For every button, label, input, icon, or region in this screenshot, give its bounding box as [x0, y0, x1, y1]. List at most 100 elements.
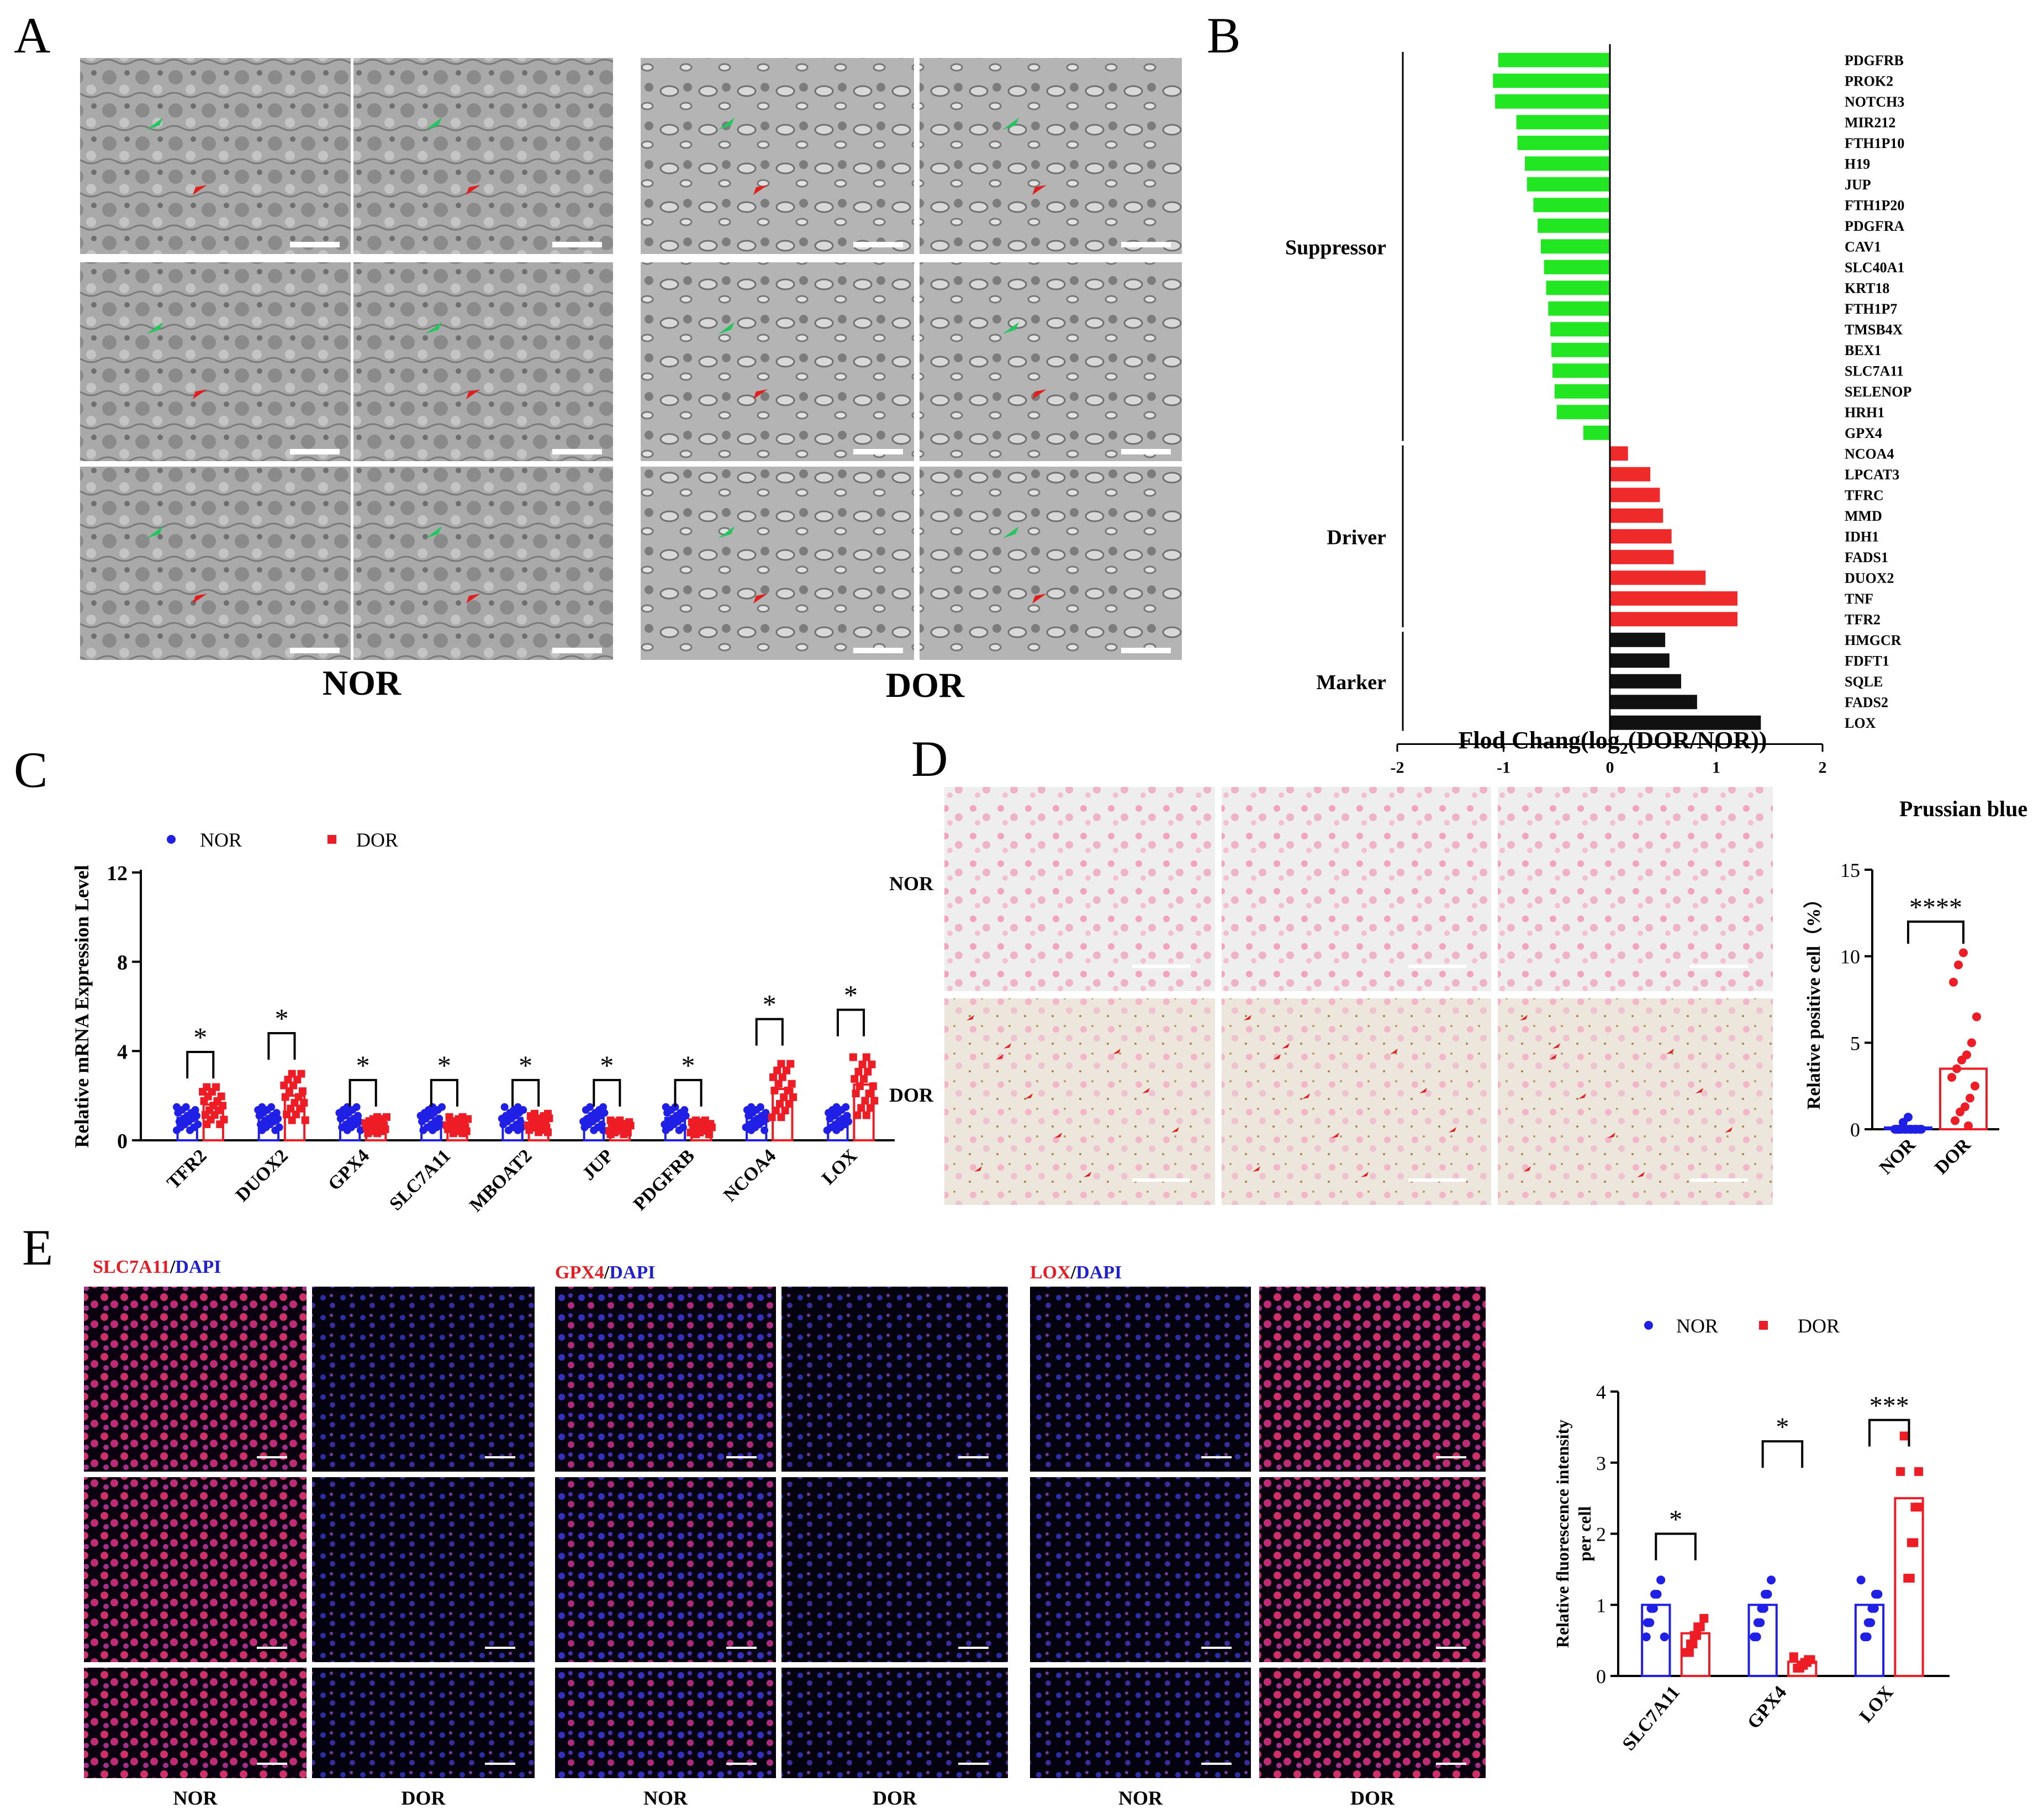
positive-cell-arrow — [1244, 1015, 1251, 1020]
scale-bar — [853, 242, 903, 247]
legend-marker-dor — [1759, 1321, 1768, 1330]
positive-cell-arrow — [1025, 1093, 1033, 1099]
x-tick-label: LOX — [1856, 1682, 1898, 1727]
x-tick-label: LOX — [818, 1145, 862, 1189]
mitochondria-arrow — [718, 118, 735, 130]
significance-bracket — [1761, 1440, 1804, 1468]
scale-bar — [1436, 1647, 1466, 1649]
fold-change-bar — [1556, 405, 1610, 420]
if-column-label: NOR — [1118, 1787, 1163, 1809]
data-point — [865, 1090, 873, 1098]
data-point — [1961, 1102, 1969, 1112]
tem-micrograph — [80, 262, 351, 461]
data-point — [438, 1103, 446, 1111]
data-point — [624, 1128, 632, 1136]
mitochondria-arrow — [425, 322, 442, 334]
data-point — [705, 1130, 714, 1139]
prussian-blue-image — [1222, 787, 1491, 991]
data-point — [832, 1103, 841, 1111]
panel-d-row-label-dor: DOR — [889, 1084, 934, 1106]
fold-change-bar — [1610, 632, 1666, 647]
positive-cell-arrow — [1273, 1054, 1281, 1060]
scale-bar — [853, 648, 903, 653]
data-point — [292, 1110, 300, 1119]
y-tick-label: 12 — [107, 862, 128, 885]
tem-micrograph — [920, 262, 1182, 461]
if-micrograph — [1030, 1668, 1251, 1778]
scale-bar — [1132, 965, 1190, 968]
scale-bar — [257, 1763, 287, 1765]
group-label: Marker — [1316, 671, 1386, 694]
data-point — [283, 1110, 291, 1119]
fold-change-bar — [1551, 342, 1610, 357]
scale-bar — [1436, 1763, 1466, 1765]
data-point — [1914, 1467, 1924, 1476]
gene-label: TFR2 — [1845, 611, 1881, 627]
if-column-label: NOR — [643, 1787, 688, 1809]
data-point — [1642, 1618, 1652, 1627]
if-micrograph — [84, 1287, 307, 1472]
gene-label: SQLE — [1845, 674, 1883, 690]
data-point — [1860, 1632, 1869, 1642]
positive-cell-arrow — [1084, 1172, 1091, 1177]
scale-bar — [257, 1647, 287, 1649]
scale-bar — [552, 449, 602, 454]
tem-micrograph — [920, 58, 1182, 254]
data-point — [858, 1060, 867, 1069]
data-point — [770, 1086, 779, 1094]
panel-label-a: A — [14, 7, 50, 64]
data-point — [778, 1073, 786, 1081]
data-point — [212, 1083, 220, 1091]
data-point — [435, 1114, 443, 1123]
gene-label: MMD — [1845, 508, 1882, 524]
mitochondria-arrow — [1002, 322, 1019, 334]
y-tick-label: 10 — [1840, 946, 1860, 968]
fold-change-bar — [1610, 715, 1761, 730]
significance-star: * — [437, 1050, 451, 1081]
if-column-label: DOR — [873, 1787, 917, 1809]
y-tick-label: 8 — [117, 951, 128, 975]
data-point — [1650, 1589, 1660, 1599]
tem-micrograph — [80, 467, 351, 660]
significance-bracket — [348, 1078, 377, 1107]
fold-change-bar — [1610, 529, 1672, 544]
positive-cell-arrow — [1608, 1133, 1615, 1138]
data-point — [429, 1103, 437, 1111]
data-point — [777, 1113, 785, 1122]
scale-bar — [1121, 449, 1171, 454]
mean-bar — [1894, 1497, 1924, 1677]
data-point — [1906, 1538, 1916, 1547]
data-point — [1917, 1125, 1926, 1134]
tem-micrograph — [353, 58, 613, 254]
data-point — [272, 1109, 281, 1117]
y-axis-label: Relative mRNA Expression Level — [71, 865, 93, 1147]
y-tick-label: 0 — [1596, 1665, 1606, 1688]
y-tick-label: 2 — [1596, 1524, 1606, 1546]
data-point — [1656, 1575, 1666, 1585]
scale-bar — [958, 1456, 989, 1458]
data-point — [1693, 1622, 1703, 1632]
data-point — [1789, 1652, 1798, 1662]
er-arrow — [193, 185, 207, 195]
data-point — [291, 1099, 299, 1107]
data-point — [1646, 1604, 1656, 1613]
data-point — [869, 1082, 877, 1090]
y-tick-label: 5 — [1850, 1032, 1860, 1054]
panel-label-b: B — [1207, 7, 1240, 64]
er-arrow — [753, 389, 768, 399]
gene-label: FDFT1 — [1845, 653, 1889, 669]
data-point — [1871, 1589, 1880, 1599]
gene-label: SLC40A1 — [1845, 260, 1904, 276]
fold-change-bar — [1544, 260, 1610, 274]
fold-change-bar — [1610, 467, 1651, 482]
significance-star: * — [1776, 1413, 1789, 1442]
if-micrograph — [781, 1668, 1008, 1778]
scale-bar — [1690, 1178, 1748, 1182]
data-point — [1952, 1064, 1961, 1073]
data-point — [606, 1116, 615, 1124]
data-point — [217, 1092, 225, 1101]
data-point — [862, 1053, 870, 1061]
legend-label-dor: DOR — [356, 829, 398, 851]
